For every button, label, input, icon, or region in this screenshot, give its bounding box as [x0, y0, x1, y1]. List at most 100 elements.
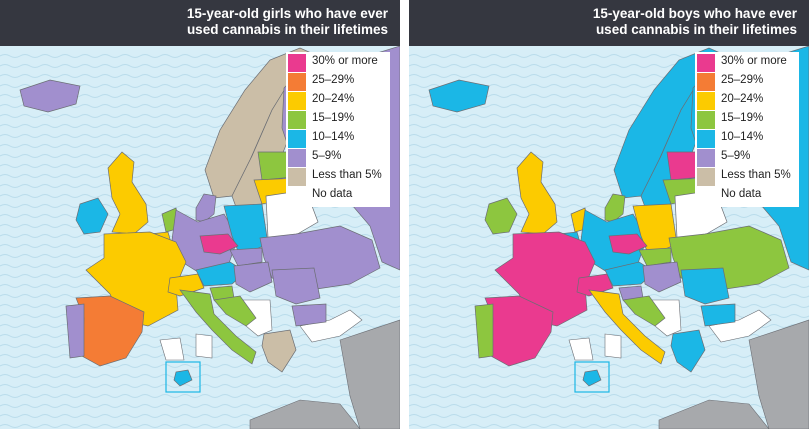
boys-legend-item: 10–14%	[695, 130, 799, 148]
boys-nodata-land-2	[568, 337, 594, 361]
boys-malta-inset-box	[574, 361, 610, 393]
boys-legend-swatch	[697, 187, 715, 205]
boys-legend-swatch	[697, 149, 715, 167]
girls-region-denmark	[195, 193, 217, 223]
girls-region-iceland	[19, 79, 81, 113]
girls-legend-item: 20–24%	[286, 92, 390, 110]
girls-map-panel: 15-year-old girls who have ever used can…	[0, 0, 400, 429]
boys-legend-swatch	[697, 92, 715, 110]
boys-region-malta	[582, 369, 602, 387]
girls-legend-label: 10–14%	[312, 131, 355, 143]
boys-legend-swatch	[697, 73, 715, 91]
boys-legend-swatch	[697, 54, 715, 72]
girls-legend-label: 30% or more	[312, 55, 378, 67]
girls-outside-land-1	[249, 399, 361, 429]
girls-title-line1: 15-year-old girls who have ever	[186, 6, 388, 21]
girls-malta-inset-box	[165, 361, 201, 393]
boys-legend-label: No data	[721, 188, 762, 200]
girls-legend-swatch	[288, 111, 306, 129]
boys-region-bulgaria	[700, 303, 736, 327]
girls-title-bar: 15-year-old girls who have ever used can…	[0, 0, 400, 46]
girls-region-malta	[173, 369, 193, 387]
girls-legend-label: 25–29%	[312, 74, 355, 86]
boys-map-title: 15-year-old boys who have ever used cann…	[537, 6, 797, 38]
boys-region-france	[494, 231, 596, 327]
girls-legend-item: No data	[286, 187, 390, 205]
boys-region-denmark	[604, 193, 626, 223]
boys-region-hungary	[642, 261, 682, 293]
boys-region-iceland	[428, 79, 490, 113]
boys-legend-item: 20–24%	[695, 92, 799, 110]
boys-legend-label: Less than 5%	[721, 169, 791, 181]
girls-legend-item: 15–19%	[286, 111, 390, 129]
girls-legend: 30% or more 25–29% 20–24% 15–19% 10–14% 5–9% L…	[286, 52, 390, 207]
girls-region-croatia	[213, 295, 257, 327]
girls-legend-item: 10–14%	[286, 130, 390, 148]
girls-legend-swatch	[288, 149, 306, 167]
girls-legend-item: Less than 5%	[286, 168, 390, 186]
girls-region-bulgaria	[291, 303, 327, 327]
boys-legend-item: No data	[695, 187, 799, 205]
boys-region-ireland	[484, 197, 518, 235]
girls-legend-swatch	[288, 187, 306, 205]
girls-region-greece	[261, 329, 297, 373]
girls-legend-swatch	[288, 130, 306, 148]
boys-legend-swatch	[697, 168, 715, 186]
boys-legend-item: Less than 5%	[695, 168, 799, 186]
girls-legend-label: No data	[312, 188, 353, 200]
boys-nodata-land-1	[708, 309, 772, 343]
boys-title-bar: 15-year-old boys who have ever used cann…	[409, 0, 809, 46]
boys-region-croatia	[622, 295, 666, 327]
boys-region-romania	[680, 267, 730, 305]
girls-region-romania	[271, 267, 321, 305]
girls-region-italy	[179, 289, 257, 365]
girls-legend-item: 5–9%	[286, 149, 390, 167]
girls-region-czechia	[199, 233, 239, 255]
girls-legend-item: 25–29%	[286, 73, 390, 91]
boys-outside-land-0	[748, 319, 809, 429]
boys-map-panel: 15-year-old boys who have ever used cann…	[409, 0, 809, 429]
girls-nodata-land-3	[195, 333, 213, 359]
boys-legend-item: 30% or more	[695, 54, 799, 72]
girls-nodata-land-2	[159, 337, 185, 361]
girls-legend-swatch	[288, 92, 306, 110]
boys-title-line2: used cannabis in their lifetimes	[595, 22, 797, 37]
boys-region-uk	[516, 151, 558, 235]
girls-legend-swatch	[288, 73, 306, 91]
boys-outside-land-1	[658, 399, 770, 429]
girls-outside-land-0	[339, 319, 400, 429]
boys-region-portugal	[474, 303, 494, 359]
girls-region-france	[85, 231, 187, 327]
boys-nodata-land-3	[604, 333, 622, 359]
girls-region-ireland	[75, 197, 109, 235]
boys-legend-label: 20–24%	[721, 93, 764, 105]
girls-nodata-land-1	[299, 309, 363, 343]
boys-legend-label: 30% or more	[721, 55, 787, 67]
girls-region-uk	[107, 151, 149, 235]
girls-region-hungary	[233, 261, 273, 293]
girls-region-portugal	[65, 303, 85, 359]
boys-legend-item: 15–19%	[695, 111, 799, 129]
girls-legend-label: 5–9%	[312, 150, 342, 162]
boys-region-italy	[588, 289, 666, 365]
boys-legend-swatch	[697, 111, 715, 129]
boys-region-greece	[670, 329, 706, 373]
boys-legend-label: 15–19%	[721, 112, 764, 124]
boys-region-slovakia	[638, 247, 672, 267]
girls-region-slovakia	[229, 247, 263, 267]
boys-legend-label: 5–9%	[721, 150, 751, 162]
boys-legend: 30% or more 25–29% 20–24% 15–19% 10–14% 5–9% L…	[695, 52, 799, 207]
boys-region-czechia	[608, 233, 648, 255]
boys-legend-item: 5–9%	[695, 149, 799, 167]
girls-legend-label: 20–24%	[312, 93, 355, 105]
boys-legend-label: 10–14%	[721, 131, 764, 143]
girls-legend-label: Less than 5%	[312, 169, 382, 181]
boys-legend-item: 25–29%	[695, 73, 799, 91]
boys-legend-label: 25–29%	[721, 74, 764, 86]
girls-title-line2: used cannabis in their lifetimes	[186, 22, 388, 37]
girls-map-title: 15-year-old girls who have ever used can…	[128, 6, 388, 38]
boys-legend-swatch	[697, 130, 715, 148]
girls-legend-swatch	[288, 168, 306, 186]
girls-legend-swatch	[288, 54, 306, 72]
boys-title-line1: 15-year-old boys who have ever	[592, 6, 797, 21]
